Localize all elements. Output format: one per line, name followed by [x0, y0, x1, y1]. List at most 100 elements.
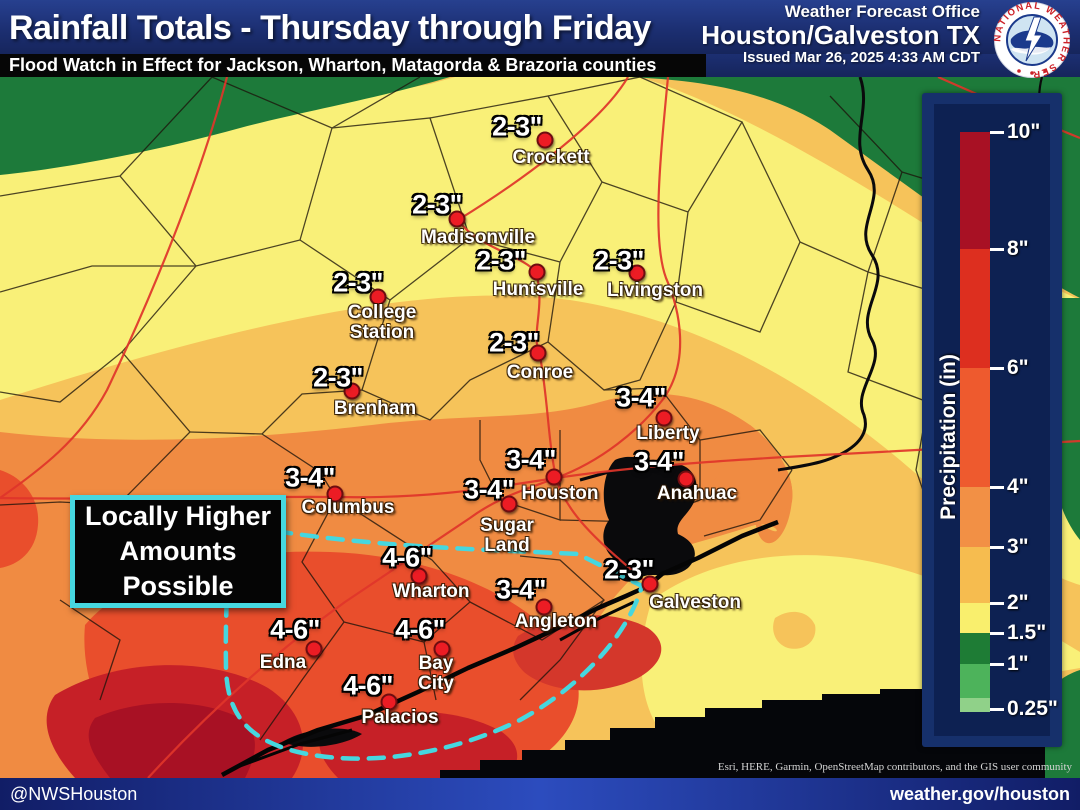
city-name-label: Houston — [521, 483, 599, 504]
city-name-label: Liberty — [636, 423, 700, 444]
band-darkred — [88, 703, 255, 778]
city-dot — [343, 382, 361, 400]
rainfall-amount-label: 2-3" — [313, 362, 363, 393]
city-dot — [641, 575, 659, 593]
rainfall-amount-label: 2-3" — [476, 245, 526, 276]
tick-label: 2" — [1007, 591, 1029, 614]
locally-higher-outline — [93, 503, 645, 761]
city-dot — [305, 640, 323, 658]
legend-panel: Precipitation (in) — [934, 104, 1058, 736]
rainfall-amount-label: 2-3" — [489, 327, 539, 358]
rainfall-amount-label: 3-4" — [616, 382, 666, 413]
tick-label: 1" — [1007, 652, 1029, 675]
colorbar-seg-6-8 — [960, 249, 990, 368]
locally-higher-callout: Locally Higher Amounts Possible — [70, 495, 286, 608]
footer-bar: @NWSHouston weather.gov/houston — [0, 778, 1080, 810]
city-name-label: Columbus — [301, 497, 395, 518]
tick-label: 10" — [1007, 120, 1041, 143]
rainfall-amount-label: 3-4" — [464, 474, 514, 505]
rainfall-amount-label: 3-4" — [506, 444, 556, 475]
city-name-label: Angleton — [514, 611, 598, 632]
rainfall-amount-label: 3-4" — [496, 574, 546, 605]
city-dot — [433, 640, 451, 658]
city-name-label: Livingston — [606, 280, 704, 301]
tick-mark — [990, 546, 1004, 549]
colorbar-seg-0.25-1 — [960, 664, 990, 698]
map-attribution: Esri, HERE, Garmin, OpenStreetMap contri… — [717, 761, 1072, 773]
flood-watch-text: Flood Watch in Effect for Jackson, Whart… — [9, 55, 657, 75]
city-name-label: College Station — [347, 302, 417, 343]
page-title: Rainfall Totals - Thursday through Frida… — [9, 9, 651, 47]
city-dot — [628, 264, 646, 282]
city-dot — [528, 263, 546, 281]
city-dot — [410, 567, 428, 585]
city-name-label: Bay City — [418, 653, 454, 694]
colorbar-seg-8-10 — [960, 132, 990, 249]
city-dot — [529, 344, 547, 362]
city-dot — [448, 210, 466, 228]
rainfall-amount-label: 4-6" — [382, 542, 432, 573]
rainfall-amount-label: 3-4" — [634, 446, 684, 477]
tick-mark — [990, 486, 1004, 489]
city-dot — [545, 468, 563, 486]
tick-mark — [990, 602, 1004, 605]
tick-label: 4" — [1007, 475, 1029, 498]
rainfall-amount-label: 2-3" — [492, 111, 542, 142]
coastline — [220, 519, 779, 777]
band-green-left — [0, 77, 450, 175]
city-dot — [369, 288, 387, 306]
precipitation-legend: Precipitation (in) — [922, 93, 1062, 747]
city-name-label: Crockett — [512, 147, 590, 168]
tick-label: 1.5" — [1007, 621, 1047, 644]
legend-title: Precipitation (in) — [937, 354, 960, 520]
colorbar-seg-1-1.5 — [960, 633, 990, 664]
social-handle: @NWSHouston — [10, 784, 138, 804]
city-dot — [500, 495, 518, 513]
tick-mark — [990, 367, 1004, 370]
header-band — [706, 54, 1080, 77]
office-name: Houston/Galveston TX — [701, 20, 980, 50]
colorbar-seg-3-4 — [960, 487, 990, 547]
tick-mark — [990, 663, 1004, 666]
city-name-label: Wharton — [392, 581, 470, 602]
tick-label: 3" — [1007, 535, 1029, 558]
tick-mark — [990, 248, 1004, 251]
tick-label: 8" — [1007, 237, 1029, 260]
city-name-label: Anahuac — [656, 483, 738, 504]
city-name-label: Conroe — [506, 362, 574, 383]
rainfall-amount-label: 4-6" — [395, 614, 445, 645]
city-dot — [326, 485, 344, 503]
city-dot — [380, 693, 398, 711]
tick-label: 0.25" — [1007, 697, 1058, 720]
colorbar-seg-2-3 — [960, 547, 990, 603]
office-block: Weather Forecast Office Houston/Galvesto… — [701, 2, 980, 67]
flood-watch-bar: Flood Watch in Effect for Jackson, Whart… — [0, 54, 706, 77]
tick-mark — [990, 708, 1004, 711]
tick-mark — [990, 632, 1004, 635]
rainfall-map: 2-3" Crockett 2-3" Madisonville 2-3" Hun… — [0, 77, 1080, 778]
city-name-label: Madisonville — [420, 227, 536, 248]
colorbar-seg-trace — [960, 698, 990, 712]
galveston-bay — [603, 456, 697, 582]
city-name-label: Palacios — [361, 707, 439, 728]
city-name-label: Huntsville — [492, 279, 584, 300]
city-dot — [677, 470, 695, 488]
city-dot — [536, 131, 554, 149]
issued-timestamp: Issued Mar 26, 2025 4:33 AM CDT — [742, 49, 980, 66]
legend-colorbar — [960, 132, 990, 712]
city-name-label: Sugar Land — [480, 515, 534, 556]
rainfall-amount-label: 2-3" — [604, 554, 654, 585]
city-dot — [655, 409, 673, 427]
header-bar: Rainfall Totals - Thursday through Frida… — [0, 0, 1080, 54]
rainfall-amount-label: 2-3" — [412, 189, 462, 220]
colorbar-seg-4-6 — [960, 368, 990, 487]
rainfall-amount-label: 2-3" — [594, 245, 644, 276]
city-name-label: Galveston — [649, 592, 741, 613]
gulf-of-mexico — [440, 676, 1045, 778]
rainfall-amount-label: 3-4" — [285, 462, 335, 493]
nws-logo: NATIONAL WEATHER SERVICE — [983, 0, 1077, 80]
tick-label: 6" — [1007, 356, 1029, 379]
rainfall-amount-label: 4-6" — [270, 614, 320, 645]
colorbar-seg-1.5-2 — [960, 603, 990, 633]
